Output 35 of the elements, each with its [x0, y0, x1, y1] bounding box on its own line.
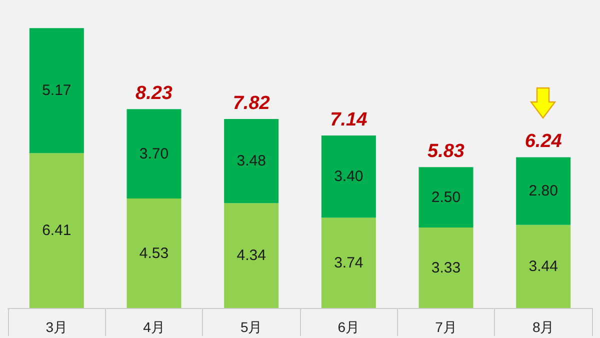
total-label: 5.83 — [428, 141, 465, 162]
bar — [224, 203, 279, 308]
x-tick-label: 8月 — [532, 319, 554, 335]
bar — [29, 28, 84, 154]
bar — [321, 135, 376, 218]
bar — [224, 119, 279, 204]
data-label: 2.80 — [528, 182, 558, 200]
total-label: 6.24 — [524, 131, 562, 152]
data-label: 3.44 — [528, 258, 558, 275]
bar — [126, 198, 182, 308]
total-label: 8.23 — [136, 83, 173, 104]
bar — [418, 228, 474, 308]
x-tick-label: 3月 — [46, 319, 68, 335]
x-tick-label: 7月 — [435, 319, 457, 335]
x-tick-label: 6月 — [338, 319, 360, 335]
bar — [29, 153, 84, 308]
data-label: 4.53 — [139, 244, 169, 262]
data-label: 3.40 — [334, 168, 364, 186]
total-label: 7.82 — [232, 93, 270, 114]
data-label: 6.41 — [42, 222, 72, 240]
bar — [418, 167, 474, 228]
bar — [516, 157, 571, 225]
data-label: 2.50 — [431, 188, 461, 206]
total-label: 7.14 — [330, 109, 368, 130]
data-label: 3.70 — [139, 145, 169, 162]
bar — [516, 224, 571, 308]
data-label: 3.33 — [431, 259, 461, 276]
x-tick-label: 5月 — [240, 319, 262, 335]
bar — [126, 109, 182, 199]
data-label: 4.34 — [236, 247, 266, 264]
data-label: 3.48 — [236, 152, 266, 170]
x-tick-label: 4月 — [143, 319, 165, 335]
data-label: 3.74 — [334, 254, 364, 272]
data-label: 5.17 — [42, 82, 72, 100]
bar — [321, 218, 376, 308]
